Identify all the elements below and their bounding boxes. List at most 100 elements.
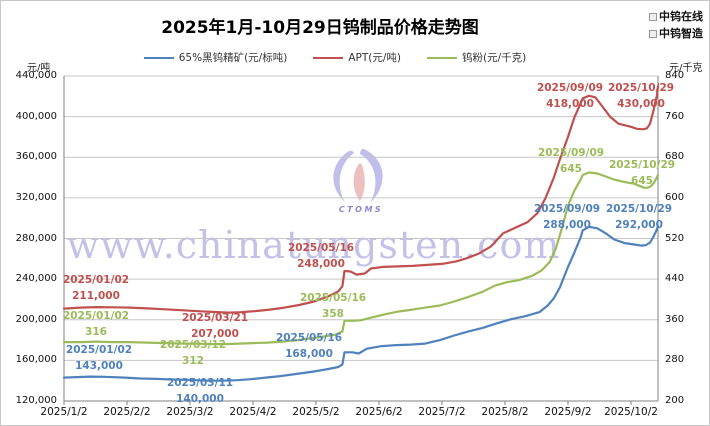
legend-label: APT(元/吨) [348, 52, 401, 64]
data-label-apt: 2025/10/29 430,000 [593, 80, 689, 112]
data-label-date: 2025/05/16 [287, 242, 355, 254]
data-label-date: 2025/10/29 [608, 159, 676, 171]
data-label-date: 2025/10/29 [605, 203, 673, 215]
y-axis-tick-label-right: 840 [665, 70, 685, 81]
data-label-powder: 2025/09/09 645 [523, 145, 619, 177]
data-label-date: 2025/01/02 [62, 310, 130, 322]
ctoms-logo-icon [333, 148, 383, 203]
data-label-concentrate: 2025/10/29 292,000 [591, 201, 687, 233]
y-axis-tick-label-left: 360,000 [15, 151, 57, 163]
legend-item-powder: 钨粉(元/千克) [427, 50, 526, 65]
data-label-apt: 2025/05/16 248,000 [273, 240, 369, 272]
data-label-value: 288,000 [543, 219, 591, 231]
data-label-date: 2025/09/09 [537, 147, 605, 159]
legend-label: 钨粉(元/千克) [462, 52, 527, 64]
x-axis-tick-label: 2025/9/2 [544, 406, 592, 418]
x-axis-tick-label: 2025/6/2 [355, 406, 403, 418]
data-label-value: 316 [85, 326, 107, 338]
data-label-value: 358 [322, 308, 344, 320]
x-axis-tick-label: 2025/10/2 [604, 406, 658, 418]
y-axis-tick-label-right: 760 [665, 110, 685, 122]
ctoms-logo-caption: CTOMS [338, 205, 384, 214]
data-label-powder: 2025/03/12 312 [145, 337, 241, 369]
data-label-concentrate: 2025/01/02 143,000 [51, 342, 147, 374]
x-axis-tick-label: 2025/3/2 [166, 406, 214, 418]
data-label-apt: 2025/09/09 418,000 [522, 80, 618, 112]
chart-title: 2025年1月-10月29日钨制品价格走势图 [161, 18, 479, 38]
data-label-apt: 2025/03/21 207,000 [167, 310, 263, 342]
y-axis-tick-label-left: 320,000 [15, 191, 57, 203]
x-axis-tick-label: 2025/2/2 [103, 406, 151, 418]
watermark-text: www.chinatungsten.com [66, 223, 561, 267]
y-axis-tick-label-right: 600 [665, 191, 685, 203]
chart-legend: 65%黑钨精矿(元/标吨) APT(元/吨) 钨粉(元/千克) [1, 50, 669, 65]
y-axis-tick-label-left: 440,000 [15, 70, 57, 81]
data-label-date: 2025/01/02 [62, 274, 130, 286]
y-axis-tick-label-left: 280,000 [15, 232, 57, 244]
x-axis-tick-label: 2025/4/2 [229, 406, 277, 418]
data-label-apt: 2025/01/02 211,000 [48, 272, 144, 304]
y-axis-tick-label-right: 200 [665, 395, 685, 406]
data-label-value: 430,000 [617, 98, 665, 110]
brand-logo-icon [649, 12, 657, 21]
brand-text-2: 中钨智造 [659, 27, 703, 40]
data-label-value: 292,000 [615, 219, 663, 231]
data-label-value: 312 [182, 355, 204, 367]
x-axis-tick-label: 2025/1/2 [40, 406, 88, 418]
brand-row-1: 中钨在线 [649, 8, 703, 25]
x-axis-tick-label: 2025/5/2 [292, 406, 340, 418]
data-label-date: 2025/03/21 [181, 312, 249, 324]
y-axis-tick-label-right: 440 [665, 273, 685, 285]
data-label-concentrate: 2025/09/09 288,000 [519, 201, 615, 233]
legend-label: 65%黑钨精矿(元/标吨) [178, 52, 288, 64]
data-label-powder: 2025/01/02 316 [48, 308, 144, 340]
left-axis-unit-label: 元/吨 [27, 63, 51, 74]
right-axis-unit-label: 元/千克 [669, 63, 703, 74]
legend-line-icon [427, 56, 457, 59]
brand-row-2: 中钨智造 [649, 25, 703, 42]
brand-logo-icon [649, 29, 657, 38]
data-label-value: 418,000 [546, 98, 594, 110]
data-label-value: 645 [631, 175, 653, 187]
data-label-value: 645 [560, 163, 582, 175]
series-line-concentrate [62, 225, 660, 382]
y-axis-tick-label-right: 680 [665, 151, 685, 163]
data-label-date: 2025/05/16 [299, 292, 367, 304]
series-line-powder [62, 171, 660, 346]
brand-text-1: 中钨在线 [659, 10, 703, 23]
legend-line-icon [143, 56, 174, 59]
data-label-date: 2025/10/29 [607, 82, 675, 94]
x-axis-tick-label: 2025/7/2 [418, 406, 466, 418]
y-axis-tick-label-left: 200,000 [15, 313, 57, 325]
y-axis-tick-label-right: 520 [665, 232, 685, 244]
y-axis-tick-label-left: 240,000 [15, 273, 57, 285]
data-label-value: 211,000 [72, 290, 120, 302]
brand-block: 中钨在线 中钨智造 [649, 8, 703, 42]
y-axis-tick-label-right: 280 [665, 354, 685, 366]
legend-item-apt: APT(元/吨) [313, 50, 401, 65]
data-label-value: 168,000 [285, 348, 333, 360]
y-axis-tick-label-left: 400,000 [15, 110, 57, 122]
data-label-date: 2025/09/09 [533, 203, 601, 215]
data-label-concentrate: 2025/03/11 140,000 [152, 375, 248, 407]
data-label-value: 140,000 [176, 393, 224, 405]
data-label-value: 143,000 [75, 360, 123, 372]
legend-item-concentrate: 65%黑钨精矿(元/标吨) [143, 50, 288, 65]
data-label-value: 248,000 [297, 258, 345, 270]
ctoms-logo: CTOMS [316, 147, 406, 221]
x-axis-tick-label: 2025/8/2 [481, 406, 529, 418]
data-label-date: 2025/03/12 [159, 339, 227, 351]
data-label-date: 2025/09/09 [536, 82, 604, 94]
y-axis-tick-label-left: 160,000 [15, 354, 57, 366]
data-label-date: 2025/01/02 [65, 344, 133, 356]
data-label-value: 207,000 [191, 328, 239, 340]
data-label-powder: 2025/10/29 645 [594, 157, 690, 189]
series-line-apt [62, 85, 660, 314]
data-label-powder: 2025/05/16 358 [285, 290, 381, 322]
legend-line-icon [313, 56, 344, 59]
y-axis-tick-label-left: 120,000 [15, 395, 57, 406]
data-label-date: 2025/05/16 [275, 332, 343, 344]
